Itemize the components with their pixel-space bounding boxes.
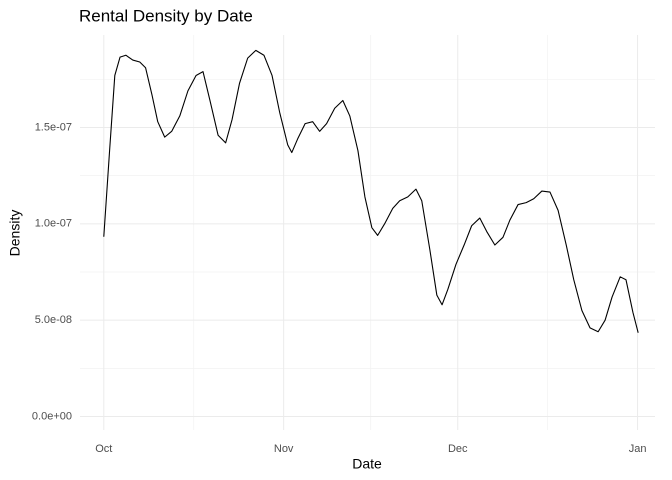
y-tick-label: 0.0e+00 xyxy=(32,410,72,422)
y-tick-label: 1.5e-07 xyxy=(35,121,72,133)
x-tick-label: Dec xyxy=(448,443,468,455)
y-axis-label: Density xyxy=(7,210,23,257)
x-tick-label: Oct xyxy=(95,443,112,455)
chart-title: Rental Density by Date xyxy=(79,6,253,25)
x-tick-label: Jan xyxy=(629,443,647,455)
x-axis-label: Date xyxy=(352,456,382,472)
density-line xyxy=(103,49,639,333)
x-tick-label: Nov xyxy=(274,443,294,455)
y-tick-label: 1.0e-07 xyxy=(35,218,72,230)
y-tick-label: 5.0e-08 xyxy=(35,314,72,326)
